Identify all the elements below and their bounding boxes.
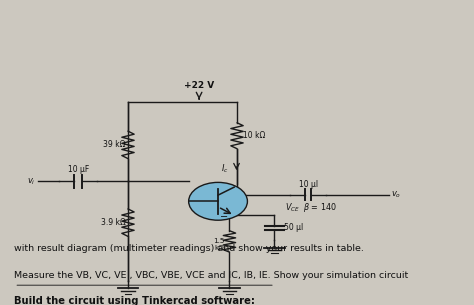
Text: +: +	[239, 193, 247, 203]
Text: +22 V: +22 V	[184, 81, 214, 90]
Text: Build the circuit using Tinkercad software:: Build the circuit using Tinkercad softwa…	[14, 296, 255, 305]
Text: 10 μl: 10 μl	[299, 180, 318, 189]
Text: $V_{CE}$  $\beta$ = 140: $V_{CE}$ $\beta$ = 140	[285, 201, 337, 214]
Text: 1.5
kΩ: 1.5 kΩ	[213, 238, 225, 251]
Text: with result diagram (multimeter readings) and show your results in table.: with result diagram (multimeter readings…	[14, 244, 364, 253]
Text: 3.9 kΩ: 3.9 kΩ	[101, 218, 126, 227]
Text: 50 μl: 50 μl	[284, 223, 303, 232]
Text: 10 μF: 10 μF	[68, 165, 89, 174]
Text: $v_o$: $v_o$	[391, 189, 401, 200]
Text: −: −	[220, 212, 228, 222]
Text: $v_i$: $v_i$	[27, 176, 36, 187]
Text: $I_c$: $I_c$	[221, 162, 228, 175]
Text: Measure the VB, VC, VE , VBC, VBE, VCE and IC, IB, IE. Show your simulation circ: Measure the VB, VC, VE , VBC, VBE, VCE a…	[14, 271, 409, 281]
Circle shape	[189, 182, 247, 220]
Text: 39 kΩ: 39 kΩ	[103, 140, 126, 149]
Text: 10 kΩ: 10 kΩ	[243, 131, 265, 140]
